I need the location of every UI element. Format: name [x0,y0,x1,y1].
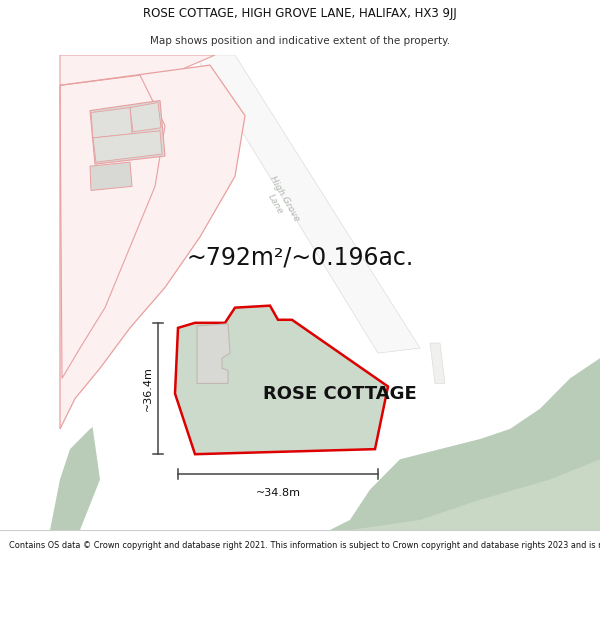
Polygon shape [90,101,165,164]
Polygon shape [330,358,600,530]
Polygon shape [90,162,132,191]
Polygon shape [350,459,600,530]
Text: ~34.8m: ~34.8m [256,488,301,498]
Polygon shape [197,324,230,384]
Polygon shape [0,55,100,530]
Polygon shape [430,343,445,384]
Polygon shape [130,102,161,132]
Polygon shape [0,55,430,530]
Polygon shape [60,55,215,86]
Text: ROSE COTTAGE: ROSE COTTAGE [263,384,417,402]
Text: ROSE COTTAGE, HIGH GROVE LANE, HALIFAX, HX3 9JJ: ROSE COTTAGE, HIGH GROVE LANE, HALIFAX, … [143,8,457,20]
Polygon shape [93,131,162,162]
Polygon shape [91,107,132,138]
Text: High Grove
Lane: High Grove Lane [259,175,301,228]
Polygon shape [195,55,420,353]
Text: ~36.4m: ~36.4m [143,366,153,411]
Polygon shape [60,65,245,429]
Polygon shape [175,306,388,454]
Text: ~792m²/~0.196ac.: ~792m²/~0.196ac. [187,245,413,269]
Text: Contains OS data © Crown copyright and database right 2021. This information is : Contains OS data © Crown copyright and d… [9,541,600,551]
Text: Map shows position and indicative extent of the property.: Map shows position and indicative extent… [150,36,450,46]
